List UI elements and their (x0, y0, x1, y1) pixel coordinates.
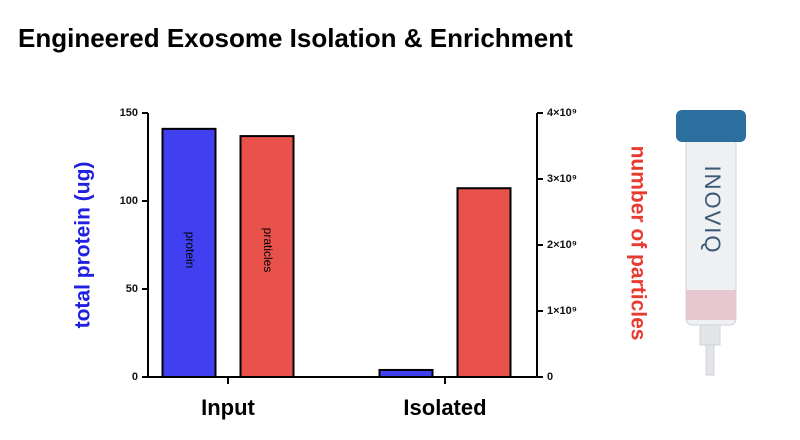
bar-label: praticles (261, 228, 275, 273)
y2-axis-title: number of particles (626, 146, 649, 341)
y2-tick-label: 2×10⁹ (547, 239, 577, 251)
x-tick-label: Input (201, 395, 255, 420)
bar (378, 368, 434, 378)
bar-label: protein (183, 232, 197, 269)
y-tick-label: 150 (120, 107, 138, 119)
y2-tick-label: 1×10⁹ (547, 305, 577, 317)
bar (161, 127, 217, 378)
bar (239, 135, 295, 378)
product-image: INOVIQ (676, 110, 746, 376)
x-tick-label: Isolated (403, 395, 486, 420)
chart-title: Engineered Exosome Isolation & Enrichmen… (18, 23, 573, 53)
y-tick-label: 50 (126, 283, 138, 295)
y2-tick-label: 4×10⁹ (547, 107, 577, 119)
y-tick-label: 100 (120, 195, 138, 207)
y-tick-label: 0 (132, 371, 138, 383)
bar (456, 187, 512, 378)
y2-tick-label: 3×10⁹ (547, 173, 577, 185)
y-axis-title: total protein (ug) (72, 162, 95, 329)
product-label: INOVIQ (700, 165, 725, 254)
y2-tick-label: 0 (547, 371, 553, 383)
